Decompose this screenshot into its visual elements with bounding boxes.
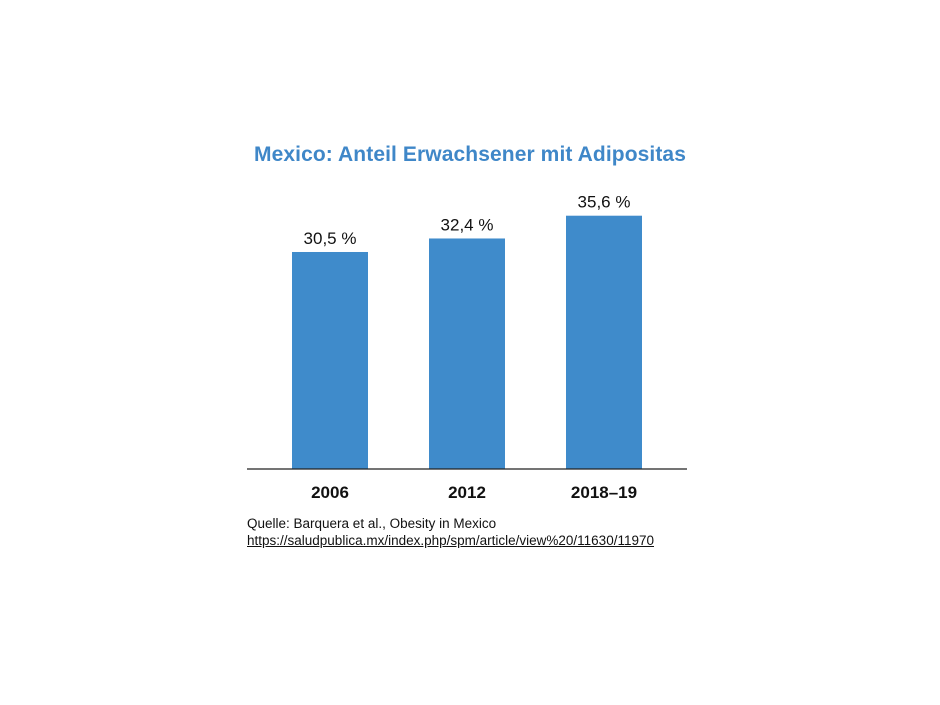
value-label-2: 35,6 % — [578, 193, 631, 212]
bar-2 — [566, 215, 642, 469]
value-label-0: 30,5 % — [304, 229, 357, 248]
category-label-0: 2006 — [311, 483, 349, 502]
source-text: Quelle: Barquera et al., Obesity in Mexi… — [247, 516, 497, 531]
source-link[interactable]: https://saludpublica.mx/index.php/spm/ar… — [247, 533, 654, 548]
value-label-1: 32,4 % — [441, 215, 494, 234]
category-label-2: 2018–19 — [571, 483, 637, 502]
bars-layer — [292, 215, 642, 469]
category-label-1: 2012 — [448, 483, 486, 502]
source-block: Quelle: Barquera et al., Obesity in Mexi… — [247, 515, 654, 549]
bar-0 — [292, 251, 368, 469]
bar-1 — [429, 238, 505, 469]
labels-layer: 30,5 % 2006 32,4 % 2012 35,6 % 2018–19 — [304, 193, 638, 502]
chart-title: Mexico: Anteil Erwachsener mit Adiposita… — [254, 143, 686, 166]
